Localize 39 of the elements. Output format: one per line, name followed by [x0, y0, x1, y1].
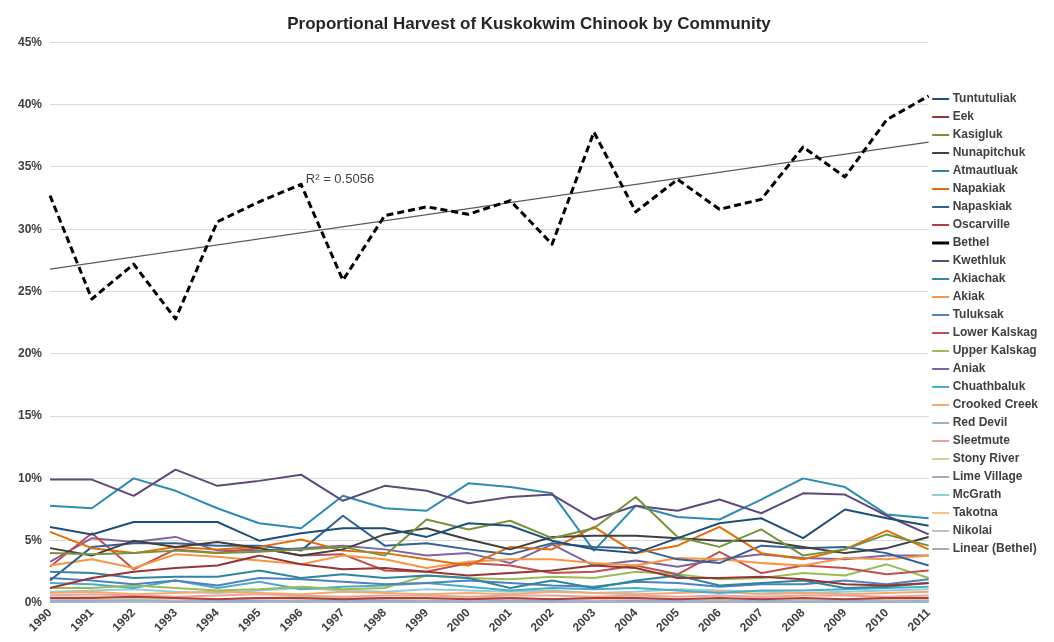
legend-label: Lime Village: [952, 469, 1023, 484]
line-series: [48, 94, 931, 321]
annotation: R² = 0.5056: [305, 171, 375, 187]
legend-label: Akiak: [952, 289, 985, 304]
y-tick-label: 0%: [24, 595, 43, 610]
legend-label: Kasigluk: [952, 127, 1003, 142]
legend-label: Takotna: [952, 505, 999, 520]
legend-label: Red Devil: [952, 415, 1008, 430]
chart-title: Proportional Harvest of Kuskokwim Chinook by Community: [287, 13, 772, 33]
legend-label: Crooked Creek: [952, 397, 1039, 412]
legend-label: McGrath: [952, 487, 1002, 502]
legend-label: Upper Kalskag: [952, 343, 1037, 358]
y-tick-label: 30%: [17, 221, 43, 236]
legend-label: Nikolai: [952, 523, 992, 538]
legend-label: Akiachak: [952, 271, 1006, 286]
legend-label: Sleetmute: [952, 433, 1011, 448]
y-tick-label: 10%: [17, 470, 43, 485]
legend-label: Lower Kalskag: [952, 325, 1038, 340]
legend-label: Napakiak: [952, 181, 1006, 196]
legend-label: Bethel: [952, 235, 990, 250]
legend-label: Atmautluak: [952, 163, 1019, 178]
y-tick-label: 5%: [24, 532, 43, 547]
legend-label: Nunapitchuk: [952, 145, 1026, 160]
legend-label: Oscarville: [952, 217, 1011, 232]
y-tick-label: 20%: [17, 346, 43, 361]
legend-label: Tuntutuliak: [952, 91, 1017, 106]
y-tick-label: 35%: [17, 159, 43, 174]
legend-label: Napaskiak: [952, 199, 1013, 214]
legend-label: Kwethluk: [952, 253, 1007, 268]
legend-label: Eek: [952, 109, 975, 124]
legend-label: Chuathbaluk: [952, 379, 1026, 394]
y-tick-label: 25%: [17, 283, 43, 298]
legend-label: Tuluksak: [952, 307, 1005, 322]
legend-label: Linear (Bethel): [952, 541, 1037, 556]
y-tick-label: 45%: [17, 34, 43, 49]
y-tick-label: 40%: [17, 96, 43, 111]
legend-label: Stony River: [952, 451, 1020, 466]
legend-label: Aniak: [952, 361, 986, 376]
y-tick-label: 15%: [17, 408, 43, 423]
